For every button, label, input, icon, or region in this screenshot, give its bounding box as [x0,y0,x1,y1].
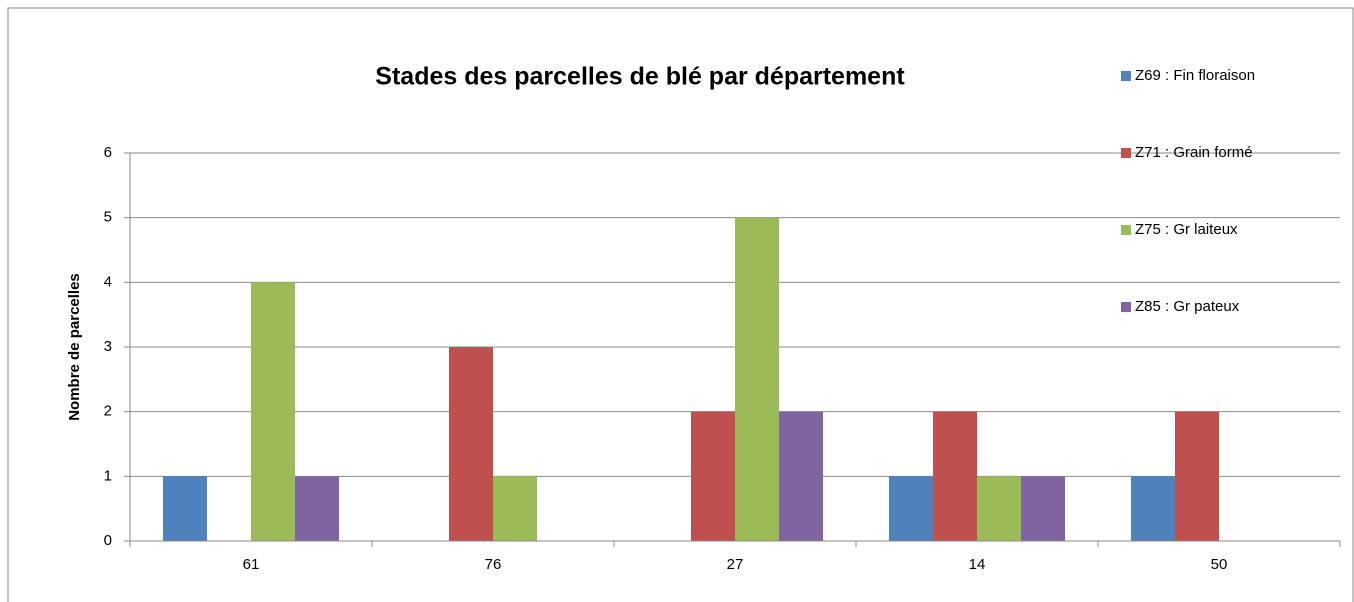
legend-label: Z85 : Gr pateux [1135,298,1240,315]
bar [163,476,207,541]
y-tick-label: 1 [104,467,112,484]
legend-label: Z75 : Gr laiteux [1135,221,1238,238]
bar [295,476,339,541]
bar [933,411,977,541]
bar [449,347,493,541]
y-axis-label: Nombre de parcelles [66,273,83,421]
x-tick-label: 76 [485,556,502,573]
legend-swatch [1121,71,1131,81]
bar [977,476,1021,541]
x-tick-label: 50 [1211,556,1228,573]
x-tick-label: 61 [243,556,260,573]
y-tick-label: 6 [104,144,112,161]
legend-swatch [1121,302,1131,312]
bar [779,411,823,541]
legend-swatch [1121,225,1131,235]
y-tick-label: 5 [104,209,112,226]
bar [1175,411,1219,541]
bar [889,476,933,541]
y-tick-label: 4 [104,273,112,290]
bar [1021,476,1065,541]
y-tick-label: 3 [104,338,112,355]
bar [691,411,735,541]
x-tick-label: 14 [969,556,986,573]
y-tick-label: 2 [104,403,112,420]
bar [251,282,295,541]
bar [735,217,779,541]
bar [1131,476,1175,541]
y-tick-label: 0 [104,532,112,549]
legend-label: Z69 : Fin floraison [1135,67,1255,84]
bar [493,476,537,541]
x-tick-label: 27 [727,556,744,573]
chart-title: Stades des parcelles de blé par départem… [375,63,905,91]
legend-swatch [1121,148,1131,158]
legend-label: Z71 : Grain formé [1135,144,1253,161]
